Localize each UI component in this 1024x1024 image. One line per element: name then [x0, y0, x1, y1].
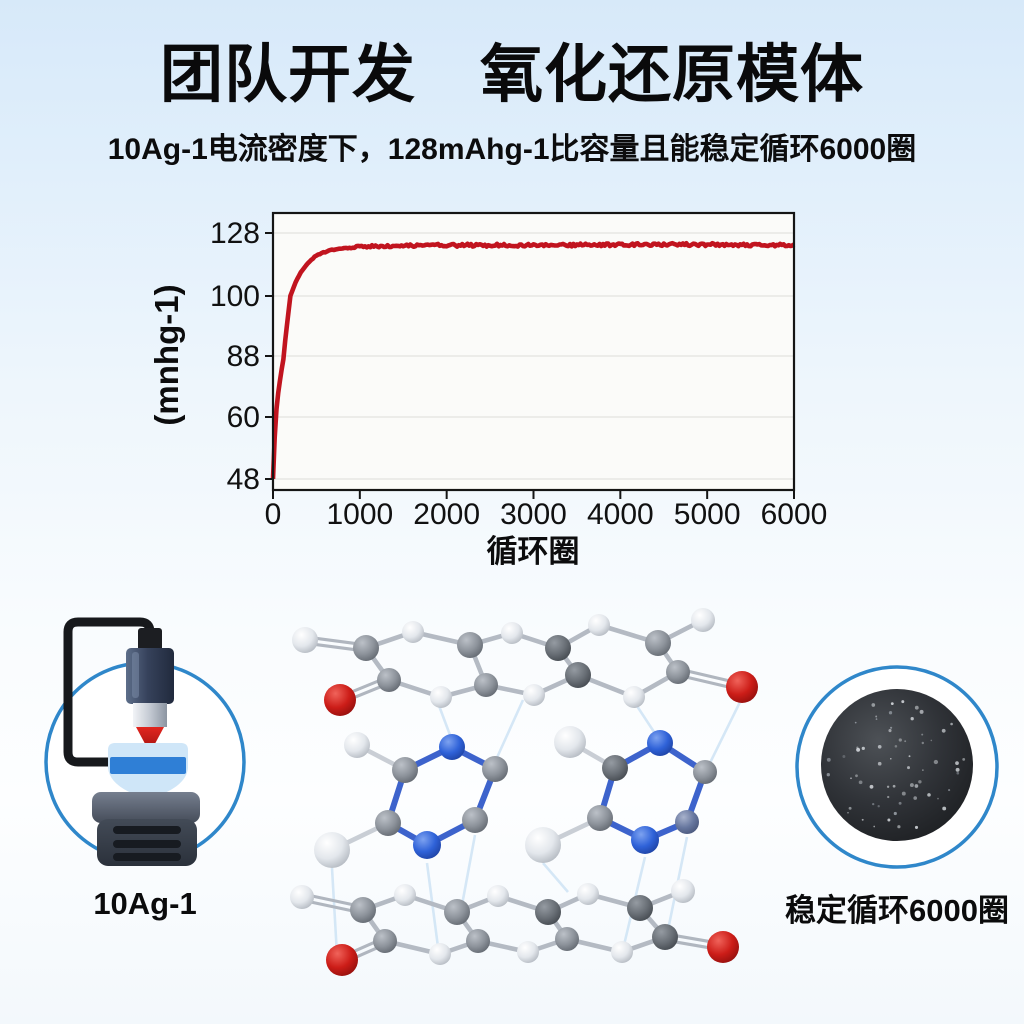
atom-c	[375, 810, 401, 836]
atom-h	[292, 627, 318, 653]
svg-text:5000: 5000	[674, 498, 741, 531]
atom-h	[517, 941, 539, 963]
atom-h	[623, 686, 645, 708]
probe-connector	[138, 628, 162, 652]
atom-h	[554, 726, 586, 758]
probe-metal-tip	[133, 703, 167, 727]
atom-n	[647, 730, 673, 756]
atom-c	[482, 756, 508, 782]
atom-d	[545, 635, 571, 661]
atom-c	[555, 927, 579, 951]
atom-h	[394, 884, 416, 906]
atom-c	[462, 807, 488, 833]
atom-c	[466, 929, 490, 953]
atom-c	[444, 899, 470, 925]
atom-h	[344, 732, 370, 758]
redox-motif-molecule	[290, 608, 758, 976]
page-subtitle: 10Ag-1电流密度下，128mAhg-1比容量且能稳定循环6000圈	[107, 133, 917, 166]
electrode-probe-icon	[44, 617, 246, 866]
svg-text:100: 100	[210, 280, 260, 313]
atom-n	[413, 831, 441, 859]
atom-h	[314, 832, 350, 868]
page-title: 团队开发 氧化还原模体	[160, 40, 864, 110]
atom-d	[602, 755, 628, 781]
atom-d	[627, 895, 653, 921]
right-badge-label: 稳定循环6000圈	[785, 893, 1009, 928]
atom-c	[474, 673, 498, 697]
atom-c	[457, 632, 483, 658]
atom-h	[525, 827, 561, 863]
atom-h	[611, 941, 633, 963]
atom-c	[392, 757, 418, 783]
atom-c	[350, 897, 376, 923]
atom-d	[565, 662, 591, 688]
atom-h	[402, 621, 424, 643]
cycling-performance-chart: 0 1000 2000 3000 4000 5000 6000 48 60 88 100 128 循环圈…	[148, 211, 828, 569]
atom-c	[353, 635, 379, 661]
atom-s	[675, 810, 699, 834]
svg-text:1000: 1000	[326, 498, 393, 531]
atom-h	[290, 885, 314, 909]
atom-h	[671, 879, 695, 903]
sample-liquid-band	[110, 757, 186, 774]
probe-highlight	[132, 652, 139, 698]
svg-text:60: 60	[227, 401, 260, 434]
atom-h	[577, 883, 599, 905]
cap-grooves	[113, 826, 181, 861]
atom-n	[631, 826, 659, 854]
left-badge-label: 10Ag-1	[93, 886, 197, 921]
atom-c	[377, 668, 401, 692]
svg-text:128: 128	[210, 217, 260, 250]
atom-h	[429, 943, 451, 965]
probe-red-tip	[136, 727, 164, 753]
svg-text:88: 88	[227, 340, 260, 373]
svg-text:2000: 2000	[413, 498, 480, 531]
container-cap-rim	[92, 792, 200, 823]
svg-text:3000: 3000	[500, 498, 567, 531]
atom-c	[373, 929, 397, 953]
atom-n	[439, 734, 465, 760]
atom-h	[501, 622, 523, 644]
current-density-badge: 10Ag-1	[25, 600, 265, 922]
cycle-stability-badge: 稳定循环6000圈	[785, 655, 1009, 930]
atom-c	[666, 660, 690, 684]
atom-h	[487, 885, 509, 907]
svg-text:48: 48	[227, 463, 260, 496]
svg-text:4000: 4000	[587, 498, 654, 531]
atom-h	[588, 614, 610, 636]
atom-o	[324, 684, 356, 716]
atom-d	[652, 924, 678, 950]
atom-h	[523, 684, 545, 706]
y-axis-title: (mnhg-1)	[148, 284, 185, 425]
atom-d	[535, 899, 561, 925]
svg-text:6000: 6000	[761, 498, 828, 531]
atom-o	[326, 944, 358, 976]
atom-o	[726, 671, 758, 703]
atom-h	[430, 686, 452, 708]
atom-c	[645, 630, 671, 656]
atom-h	[691, 608, 715, 632]
probe-cable	[63, 617, 155, 767]
atom-c	[587, 805, 613, 831]
sphere-speckles	[826, 700, 966, 829]
atom-c	[693, 760, 717, 784]
atom-o	[707, 931, 739, 963]
capacity-curve	[270, 240, 796, 479]
svg-text:0: 0	[265, 498, 282, 531]
carbon-particle-icon	[795, 665, 999, 869]
carbon-sphere	[821, 689, 973, 841]
x-axis-title: 循环圈	[487, 534, 580, 569]
